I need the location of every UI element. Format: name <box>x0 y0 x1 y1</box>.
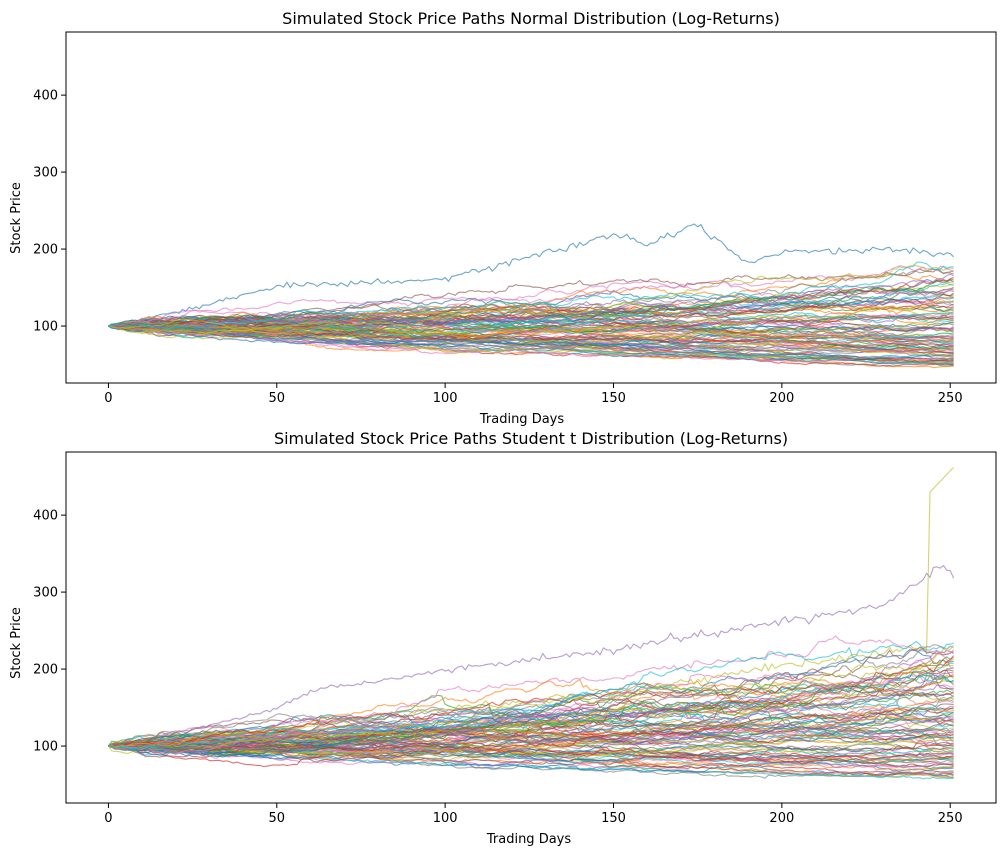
series-line <box>108 223 954 327</box>
x-tick-label: 100 <box>433 391 458 406</box>
x-tick-label: 250 <box>938 391 963 406</box>
x-tick-label: 0 <box>104 811 112 826</box>
chart-title-normal: Simulated Stock Price Paths Normal Distr… <box>282 9 780 28</box>
x-tick-label: 150 <box>601 391 626 406</box>
x-axis-label-student-t: Trading Days <box>486 832 571 847</box>
series-line <box>108 325 954 345</box>
series-line <box>108 669 954 748</box>
series-line <box>108 640 954 750</box>
x-tick-label: 250 <box>938 811 963 826</box>
y-tick-label: 300 <box>33 166 58 181</box>
series-line <box>108 299 954 338</box>
x-tick-label: 50 <box>269 391 286 406</box>
series-line <box>108 279 954 327</box>
series-line <box>108 644 954 747</box>
series-line <box>108 666 954 747</box>
plot-area <box>107 467 955 780</box>
x-tick-label: 150 <box>601 811 626 826</box>
series-line <box>108 311 954 339</box>
chart-title-student-t: Simulated Stock Price Paths Student t Di… <box>274 429 788 448</box>
normal-distribution-panel: Simulated Stock Price Paths Normal Distr… <box>9 9 997 427</box>
x-axis-label-normal: Trading Days <box>479 412 564 427</box>
x-tick-label: 200 <box>769 391 794 406</box>
series-line <box>108 265 954 327</box>
series-line <box>108 261 954 330</box>
y-tick-label: 200 <box>33 663 58 678</box>
y-tick-label: 200 <box>33 243 58 258</box>
y-axis-label-normal: Stock Price <box>9 182 24 254</box>
y-tick-label: 100 <box>33 320 58 335</box>
series-line <box>108 689 954 752</box>
series-line <box>108 644 955 748</box>
x-tick-label: 50 <box>269 811 286 826</box>
series-line <box>108 671 954 748</box>
series-line <box>108 325 954 363</box>
series-line <box>108 264 954 330</box>
plot-area <box>108 223 954 369</box>
series-line <box>108 314 954 334</box>
series-line <box>108 716 954 755</box>
y-tick-label: 100 <box>33 740 58 755</box>
series-line <box>108 273 954 330</box>
x-tick-label: 0 <box>104 391 112 406</box>
y-tick-label: 400 <box>33 509 58 524</box>
x-tick-label: 200 <box>769 811 794 826</box>
series-line <box>108 656 954 753</box>
series-line <box>108 564 955 747</box>
y-tick-label: 400 <box>33 89 58 104</box>
student-t-distribution-panel: Simulated Stock Price Paths Student t Di… <box>9 429 997 847</box>
series-line <box>108 294 954 330</box>
axes-frame <box>65 451 997 804</box>
y-tick-label: 300 <box>33 586 58 601</box>
series-line <box>108 650 954 749</box>
y-axis-label-student-t: Stock Price <box>9 607 24 679</box>
axes-frame <box>65 31 997 384</box>
series-line <box>108 646 954 747</box>
x-tick-label: 100 <box>433 811 458 826</box>
